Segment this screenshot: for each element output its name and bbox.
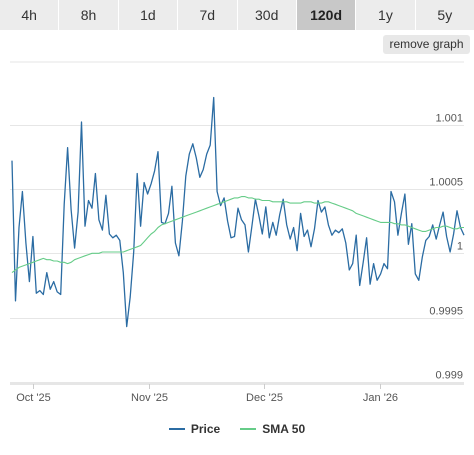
x-tick-label: Jan '26 [363,392,398,404]
y-tick-label: 1.0005 [429,177,463,189]
tab-4h[interactable]: 4h [0,0,60,30]
tab-120d[interactable]: 120d [296,0,357,30]
sma-series-line [11,196,464,274]
legend-label-price: Price [190,422,221,436]
y-tick-label: 1.001 [435,113,463,125]
y-tick-label: 0.999 [435,370,463,382]
y-tick-label: 0.9995 [429,306,463,318]
timeframe-tabs: 4h 8h 1d 7d 30d 120d 1y 5y [0,0,474,30]
x-tick-label: Dec '25 [246,392,283,404]
x-tick-label: Oct '25 [16,392,51,404]
tab-8h[interactable]: 8h [59,0,119,30]
legend-item-sma[interactable]: SMA 50 [240,422,305,436]
price-series-line [11,96,465,328]
tab-30d[interactable]: 30d [237,0,297,30]
legend-line-sma-icon [240,428,257,430]
legend-line-price-icon [168,428,185,430]
tab-1d[interactable]: 1d [118,0,179,30]
chart-legend: Price SMA 50 [0,418,474,440]
y-tick-label: 1 [457,241,463,253]
x-tick-label: Nov '25 [131,392,168,404]
tab-5y[interactable]: 5y [415,0,474,30]
tab-1y[interactable]: 1y [356,0,416,30]
remove-graph-button[interactable]: remove graph [383,35,470,54]
tab-7d[interactable]: 7d [178,0,238,30]
legend-item-price[interactable]: Price [168,422,221,436]
legend-label-sma: SMA 50 [262,422,306,436]
